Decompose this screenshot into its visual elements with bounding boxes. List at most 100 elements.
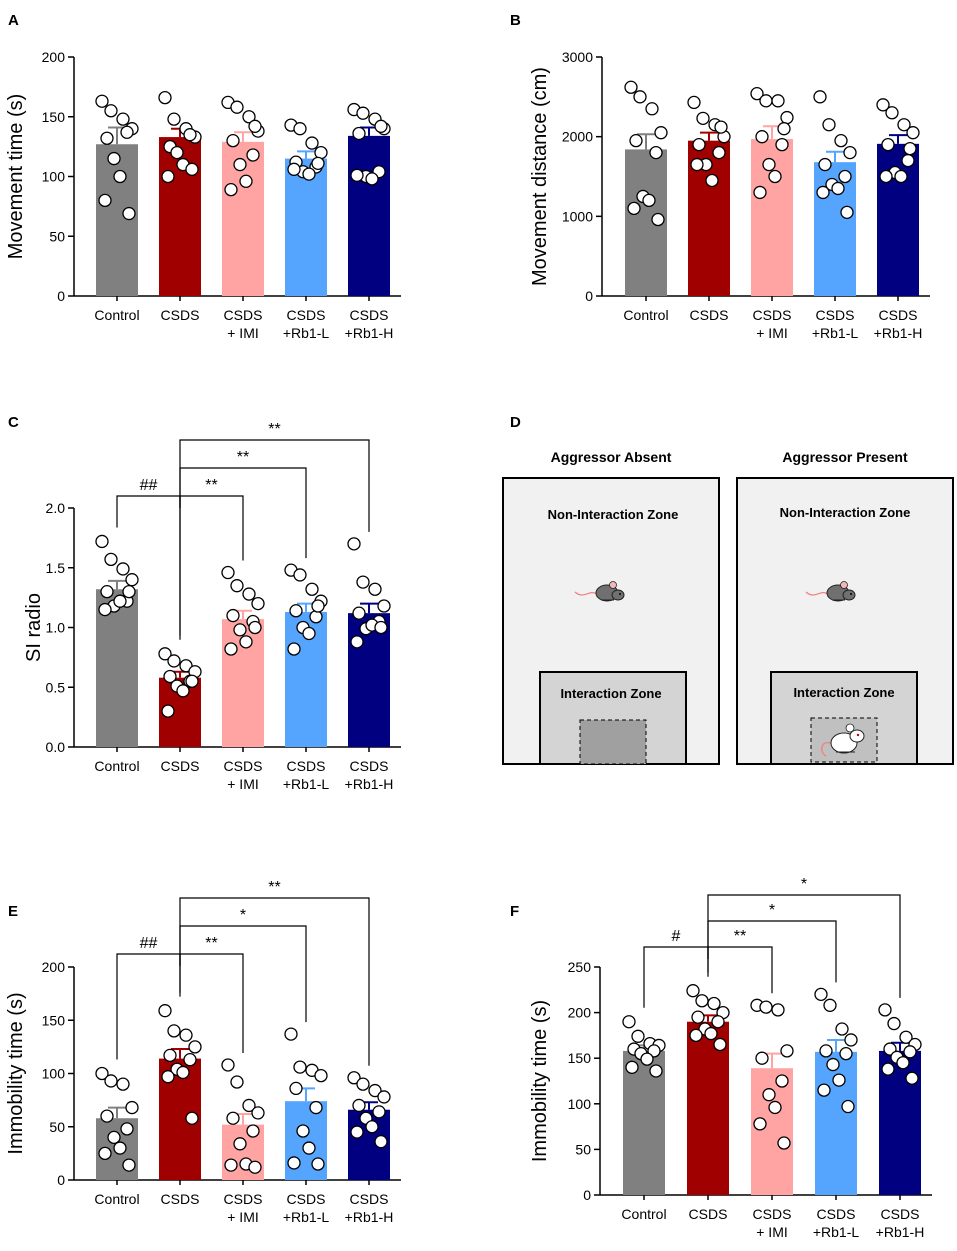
significance-label: # xyxy=(672,928,681,945)
data-point xyxy=(818,157,832,172)
y-tick-label: 200 xyxy=(42,959,66,975)
data-point xyxy=(817,1083,831,1097)
significance-label: ## xyxy=(140,935,158,952)
interaction-zone-label: Interaction Zone xyxy=(560,686,661,701)
data-point xyxy=(771,94,785,108)
y-tick-label: 2000 xyxy=(562,129,593,145)
category-label: + IMI xyxy=(227,776,259,792)
data-point xyxy=(352,606,366,620)
data-point xyxy=(95,534,109,549)
data-point xyxy=(839,1046,853,1061)
data-point xyxy=(314,1068,328,1083)
data-point xyxy=(221,1058,235,1072)
data-point xyxy=(753,1117,767,1131)
data-point xyxy=(107,151,121,166)
data-point xyxy=(356,106,370,120)
y-axis-title: Movement distance (cm) xyxy=(529,67,551,286)
data-point xyxy=(122,206,136,221)
bar xyxy=(815,1051,857,1195)
data-point xyxy=(116,112,130,126)
data-point xyxy=(251,1106,265,1120)
category-label: Control xyxy=(94,758,139,774)
aggressor-mouse-icon xyxy=(821,723,865,757)
bar xyxy=(751,1068,793,1195)
significance-label: ** xyxy=(205,935,217,952)
significance-bracket xyxy=(179,495,244,640)
chart-panel-b: B Movement distance (cm) 0 1000 2000 3000 Cont… xyxy=(510,12,930,341)
y-tick-label: 50 xyxy=(575,1141,591,1157)
non-interaction-zone-label: Non-Interaction Zone xyxy=(548,507,679,522)
panel-letter: A xyxy=(8,12,19,29)
data-point xyxy=(689,1028,703,1043)
category-label: Control xyxy=(623,307,668,323)
category-label: CSDS xyxy=(816,307,855,323)
data-point xyxy=(98,193,112,208)
chart-panel-e: E Immobility time (s) 0 50 100 150 200 Control C… xyxy=(5,879,401,1225)
data-point xyxy=(350,1125,364,1139)
data-point xyxy=(881,137,895,152)
data-point xyxy=(625,1060,639,1074)
data-point xyxy=(176,1065,190,1080)
data-point xyxy=(885,106,899,120)
data-point xyxy=(176,684,190,698)
significance-label: ** xyxy=(268,879,280,896)
data-point xyxy=(695,994,709,1008)
data-point xyxy=(887,1016,901,1031)
data-point xyxy=(640,1052,654,1066)
data-point xyxy=(622,1015,636,1029)
data-point xyxy=(179,659,193,673)
y-tick-label: 0.0 xyxy=(46,739,66,755)
data-point xyxy=(167,1024,181,1038)
data-point xyxy=(221,565,235,580)
data-point xyxy=(687,95,701,110)
category-label: CSDS xyxy=(161,758,200,774)
y-tick-label: 50 xyxy=(49,1119,65,1135)
arena-aggressor-present: Aggressor Present Non-Interaction Zone I… xyxy=(736,449,954,765)
y-tick-label: 250 xyxy=(568,959,592,975)
data-point xyxy=(368,1083,382,1098)
y-tick-label: 50 xyxy=(49,228,65,244)
data-point xyxy=(163,669,177,684)
data-point xyxy=(365,1120,379,1134)
y-tick-label: 0 xyxy=(585,288,593,304)
data-point xyxy=(293,1060,307,1074)
mouse-icon xyxy=(574,581,625,602)
category-label: +Rb1-L xyxy=(283,325,330,341)
category-label: CSDS xyxy=(753,307,792,323)
mouse-icon xyxy=(805,581,856,602)
data-point xyxy=(352,1098,366,1113)
data-point xyxy=(125,1100,139,1115)
y-axis-title: Movement time (s) xyxy=(5,94,27,260)
data-point xyxy=(838,169,852,184)
data-point xyxy=(230,100,244,114)
arena-title-present: Aggressor Present xyxy=(782,449,908,465)
data-point xyxy=(627,201,641,216)
category-label: CSDS xyxy=(690,307,729,323)
data-point xyxy=(113,594,127,608)
category-label: + IMI xyxy=(756,325,788,341)
data-point xyxy=(350,635,364,649)
category-label: +Rb1-H xyxy=(876,1224,925,1240)
chart-panel-f: F Immobility time (s) 0 50 100 150 200 250 Contr… xyxy=(510,876,932,1240)
panel-letter-d: D xyxy=(510,414,521,431)
category-label: +Rb1-H xyxy=(345,776,394,792)
data-point xyxy=(649,1064,663,1078)
data-point xyxy=(104,552,118,567)
category-label: CSDS xyxy=(350,758,389,774)
data-point xyxy=(834,133,848,148)
data-point xyxy=(242,1098,256,1113)
y-tick-label: 100 xyxy=(42,169,66,185)
data-point xyxy=(185,162,199,176)
data-point xyxy=(711,1015,725,1029)
category-label: +Rb1-L xyxy=(283,776,330,792)
data-point xyxy=(777,122,791,136)
data-point xyxy=(233,1137,247,1151)
data-point xyxy=(819,1044,833,1058)
y-tick-label: 3000 xyxy=(562,49,593,65)
data-point xyxy=(170,145,184,160)
significance-bracket xyxy=(707,946,773,994)
data-point xyxy=(224,182,238,197)
data-point xyxy=(759,94,773,108)
data-point xyxy=(100,131,114,145)
